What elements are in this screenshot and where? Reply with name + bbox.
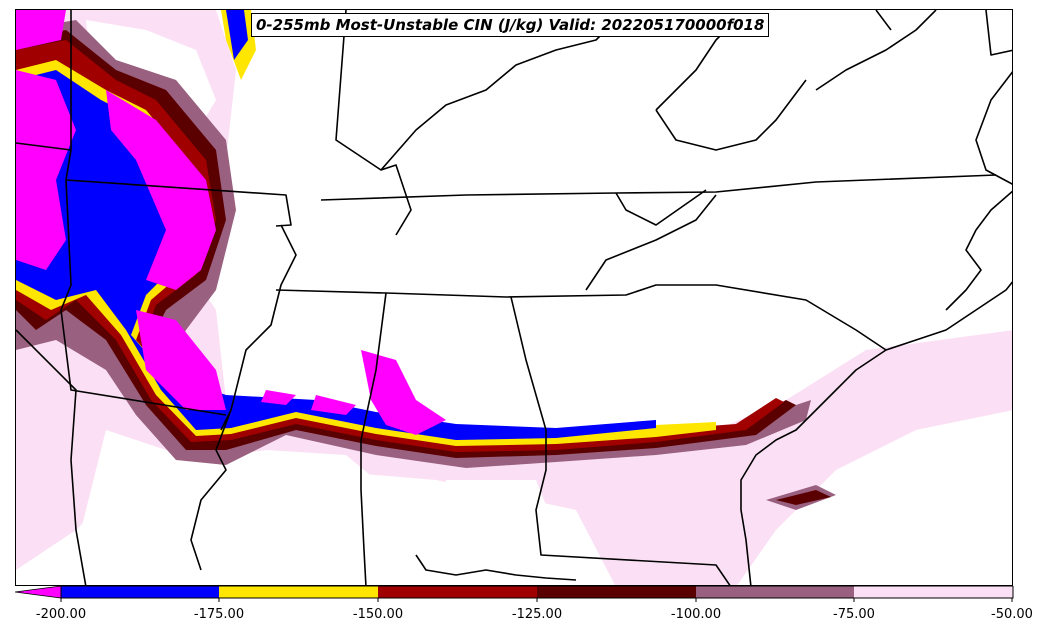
colorbar-bin-yellow — [219, 586, 378, 598]
colorbar-tick-label: -50.00 — [991, 607, 1033, 622]
colorbar-bin-blue — [61, 586, 219, 598]
colorbar-tick-label: -175.00 — [193, 607, 245, 622]
state-boundaries — [16, 10, 1012, 585]
colorbar-tick-label: -150.00 — [352, 607, 404, 622]
colorbar — [15, 586, 1014, 602]
colorbar-tick-label: -100.00 — [670, 607, 722, 622]
cin-blue-regions — [16, 10, 656, 440]
colorbar-bin-darkred — [537, 586, 696, 598]
colorbar-tick-marks — [60, 598, 1013, 602]
colorbar-bin-red — [378, 586, 537, 598]
colorbar-tick-label: -75.00 — [833, 607, 875, 622]
colorbar-extend-triangle — [15, 586, 62, 599]
colorbar-bin-mauve — [696, 586, 854, 598]
coastlines — [415, 71, 1012, 585]
cin-magenta-regions — [16, 10, 446, 435]
cin-field-map — [16, 10, 1012, 585]
map-panel — [15, 9, 1013, 586]
colorbar-tick-label: -125.00 — [511, 607, 563, 622]
colorbar-bin-lightpink — [854, 586, 1013, 598]
colorbar-tick-label: -200.00 — [35, 607, 87, 622]
map-title: 0-255mb Most-Unstable CIN (J/kg) Valid: … — [251, 13, 770, 37]
